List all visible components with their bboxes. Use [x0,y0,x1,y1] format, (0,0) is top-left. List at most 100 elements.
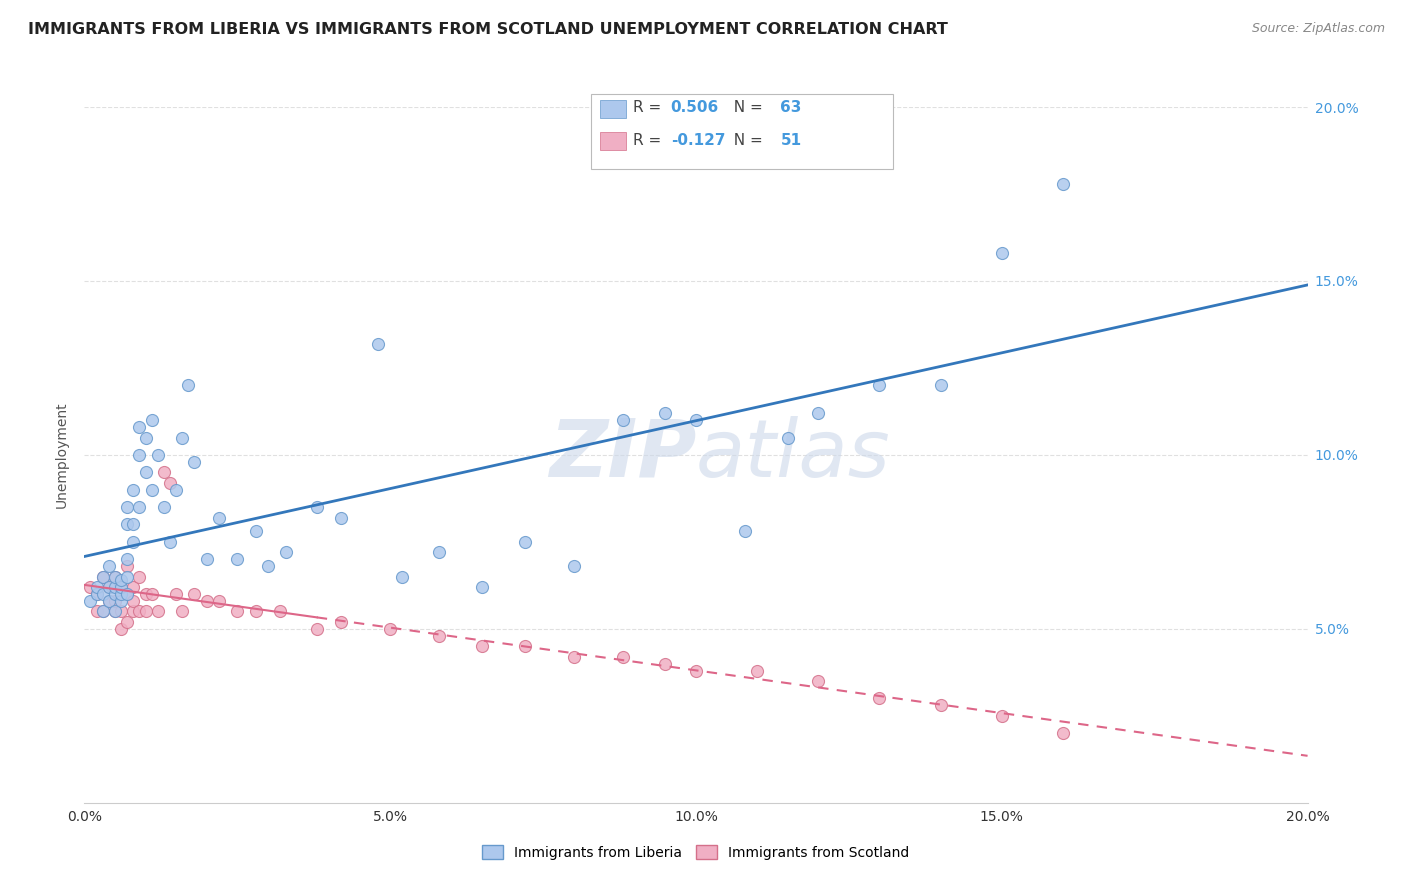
Point [807,674,830,689]
Point [110,622,132,636]
Point [135,587,157,601]
Point [305,500,328,514]
Point [734,524,756,539]
Point [471,580,494,594]
Point [128,570,150,584]
Text: 51: 51 [780,133,801,147]
Point [330,510,353,524]
Point [276,545,298,559]
Point [159,534,181,549]
Point [269,605,291,619]
Point [172,431,194,445]
Point [991,246,1014,260]
Point [104,587,127,601]
Point [128,605,150,619]
Point [122,534,145,549]
Point [195,552,218,566]
Point [104,605,127,619]
Point [97,580,120,594]
Point [141,413,163,427]
Point [869,691,891,706]
Point [208,510,231,524]
Point [128,448,150,462]
Point [807,406,830,420]
Point [86,605,108,619]
Point [153,500,176,514]
Point [141,587,163,601]
Point [991,708,1014,723]
Point [135,605,157,619]
Point [97,594,120,608]
Point [115,587,138,601]
Point [562,559,585,574]
Point [183,587,205,601]
Point [165,587,187,601]
Point [427,629,450,643]
Point [380,622,402,636]
Point [128,420,150,434]
Text: 63: 63 [780,101,801,115]
Point [115,587,138,601]
Point [115,615,138,629]
Point [391,570,413,584]
Point [122,580,145,594]
Point [146,605,169,619]
Text: R =: R = [633,101,666,115]
Point [115,517,138,532]
Point [91,605,114,619]
Y-axis label: Unemployment: Unemployment [55,401,69,508]
Point [654,406,676,420]
Point [747,664,769,678]
Point [245,605,267,619]
Point [86,587,108,601]
Point [513,639,536,653]
Point [562,649,585,664]
Point [91,587,114,601]
Point [427,545,450,559]
Point [115,500,138,514]
Text: ZIP: ZIP [548,416,696,494]
Point [115,570,138,584]
Text: -0.127: -0.127 [671,133,725,147]
Point [226,605,249,619]
Point [208,594,231,608]
Point [654,657,676,671]
Point [159,475,181,490]
Point [104,605,127,619]
Point [104,580,127,594]
Point [226,552,249,566]
Point [172,605,194,619]
Point [1052,726,1074,740]
Point [128,500,150,514]
Point [86,580,108,594]
Point [97,559,120,574]
Text: 0.506: 0.506 [671,101,718,115]
Text: Source: ZipAtlas.com: Source: ZipAtlas.com [1251,22,1385,36]
Point [79,594,101,608]
Point [91,570,114,584]
Point [257,559,280,574]
Point [245,524,267,539]
Point [122,594,145,608]
Point [104,594,127,608]
Point [110,587,132,601]
Point [97,580,120,594]
Point [104,570,127,584]
Point [141,483,163,497]
Point [513,534,536,549]
Point [367,336,389,351]
Point [110,580,132,594]
Point [135,466,157,480]
Point [153,466,176,480]
Text: R =: R = [633,133,666,147]
Text: atlas: atlas [696,416,891,494]
Text: N =: N = [724,133,768,147]
Point [776,431,799,445]
Point [1052,177,1074,191]
Point [146,448,169,462]
Point [97,594,120,608]
Point [612,649,634,664]
Point [135,431,157,445]
Text: IMMIGRANTS FROM LIBERIA VS IMMIGRANTS FROM SCOTLAND UNEMPLOYMENT CORRELATION CHA: IMMIGRANTS FROM LIBERIA VS IMMIGRANTS FR… [28,22,948,37]
Point [195,594,218,608]
